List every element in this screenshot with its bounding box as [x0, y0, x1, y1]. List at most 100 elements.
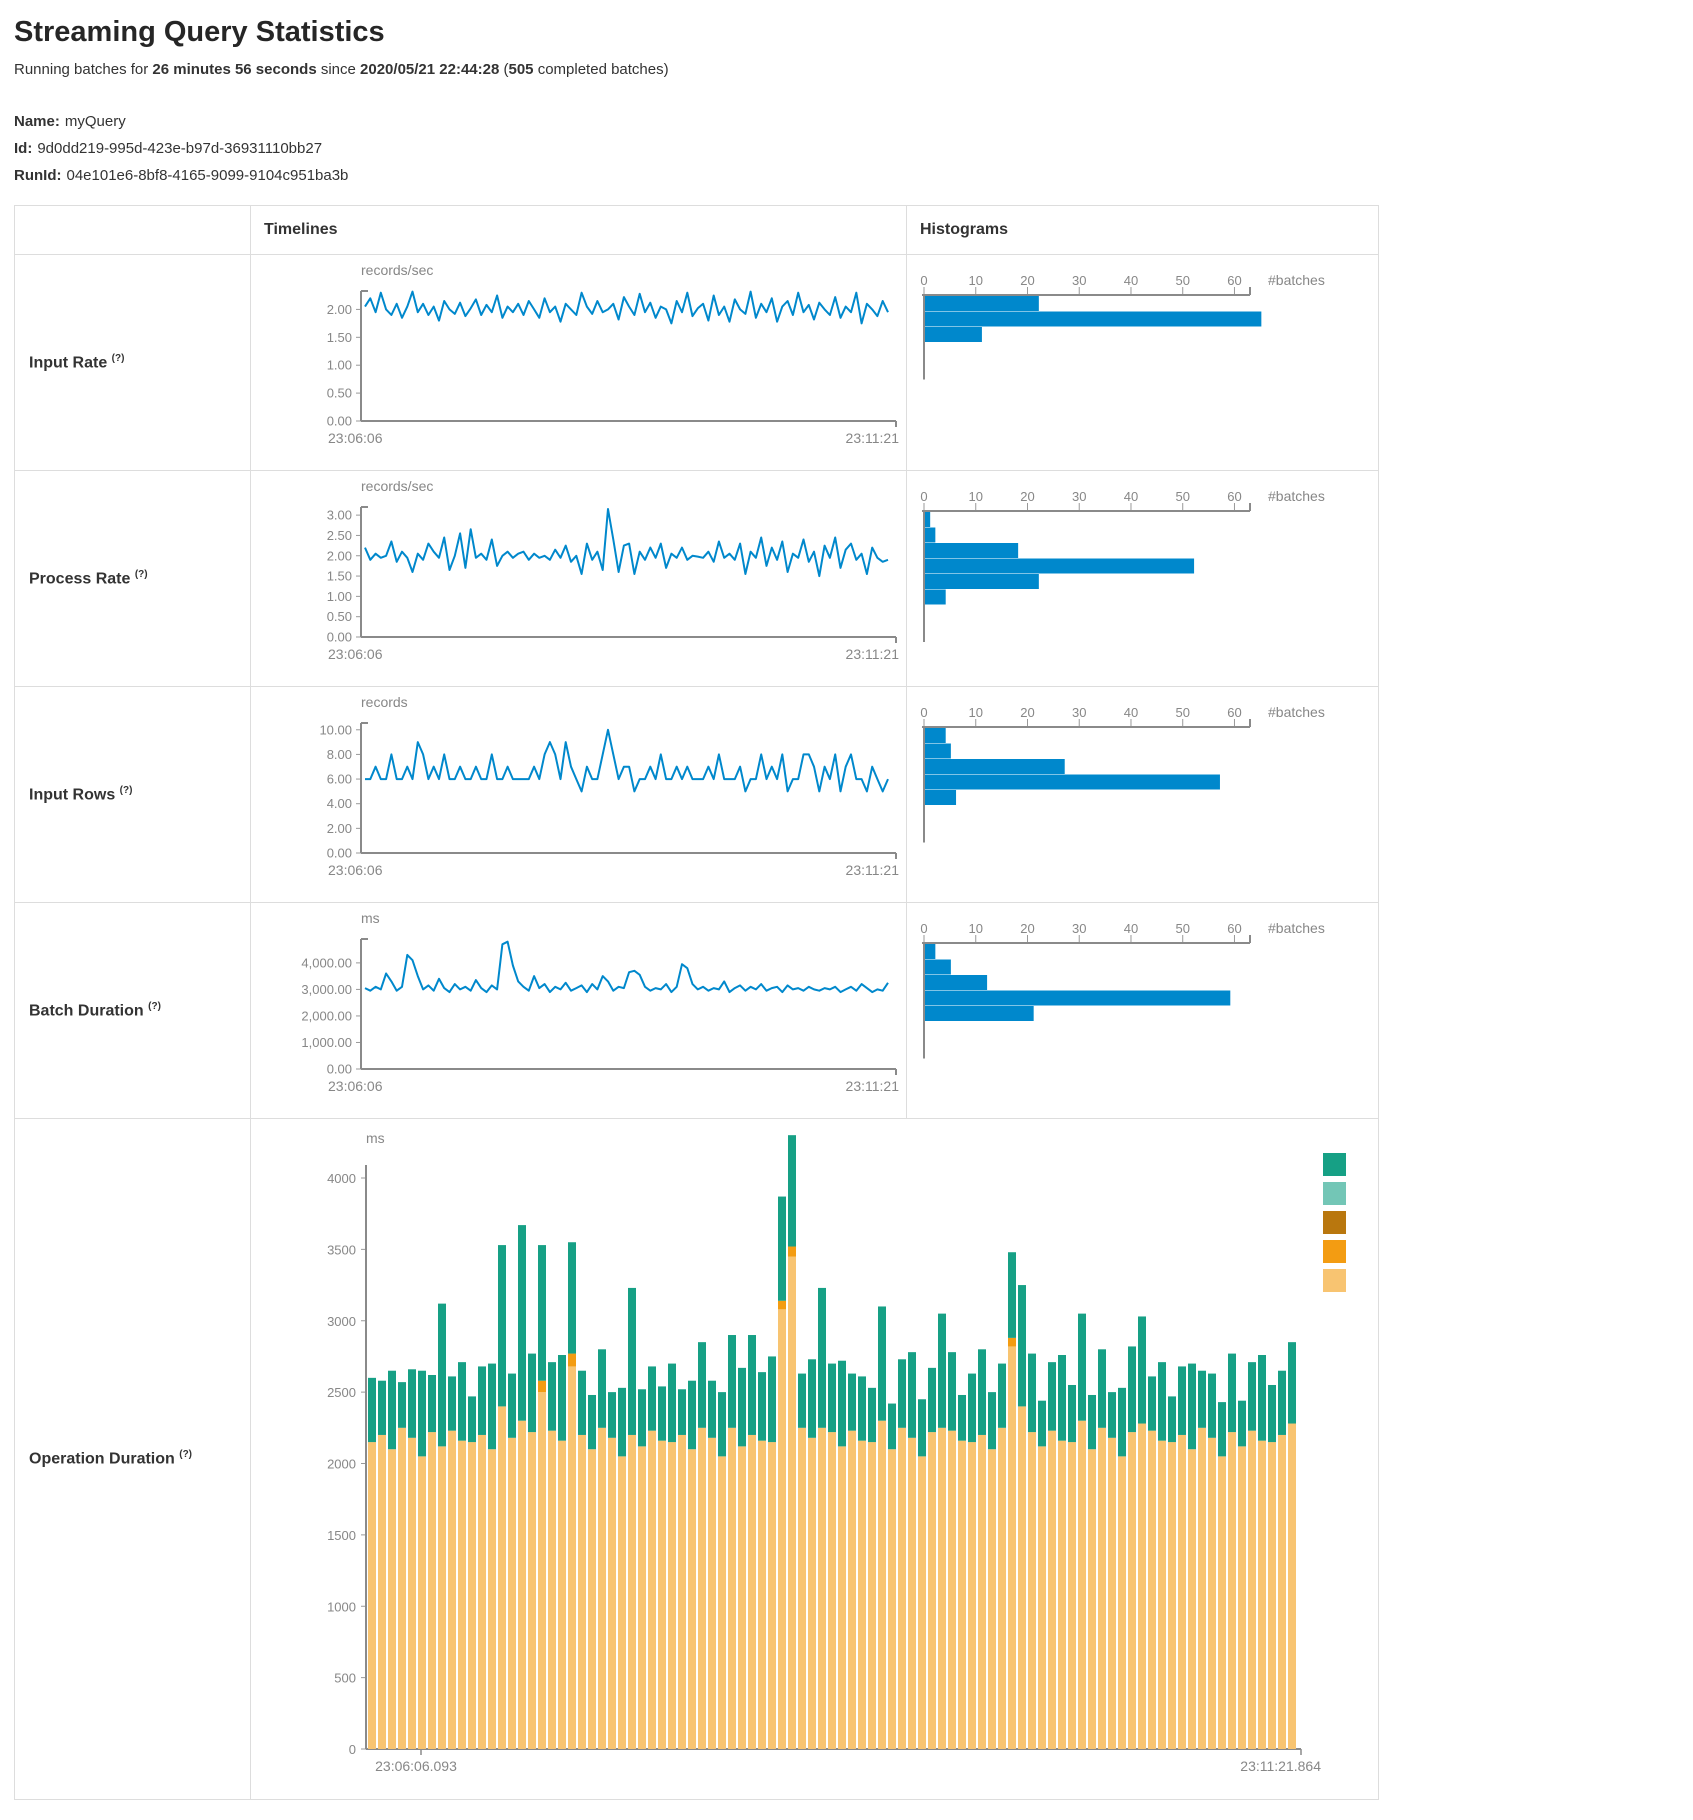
stacked-bar-segment: [878, 1306, 886, 1421]
query-name-line: Name: myQuery: [14, 108, 1693, 135]
input-rows-help-icon[interactable]: (?): [119, 784, 133, 796]
stacked-bar-segment: [908, 1352, 916, 1438]
stacked-bar-segment: [798, 1373, 806, 1428]
stacked-bar-segment: [378, 1434, 386, 1749]
input-rate-help-icon[interactable]: (?): [111, 352, 125, 364]
stacked-bar-segment: [738, 1367, 746, 1447]
stacked-bar-segment: [558, 1440, 566, 1749]
stacked-bar-segment: [538, 1245, 546, 1381]
stacked-bar-segment: [588, 1449, 596, 1749]
legend-swatch[interactable]: [1323, 1269, 1346, 1292]
process-rate-histogram-chart: 0 10 20 30 40 50 60 #batches: [920, 488, 1325, 642]
stacked-bar-segment: [568, 1366, 576, 1749]
operation-duration-help-icon[interactable]: (?): [179, 1449, 193, 1461]
header-histograms: Histograms: [906, 205, 1379, 255]
stacked-bar-segment: [528, 1432, 536, 1749]
batch-duration-histogram-chart: 0 10 20 30 40 50 60 #batches: [920, 920, 1325, 1059]
stacked-bar-segment: [918, 1399, 926, 1457]
legend-swatch[interactable]: [1323, 1211, 1346, 1234]
histogram-bar: [925, 774, 1220, 790]
stacked-bar-segment: [698, 1342, 706, 1428]
stacked-bar-segment: [998, 1363, 1006, 1428]
x-tick-label: 50: [1175, 489, 1189, 504]
stacked-bar-segment: [828, 1432, 836, 1749]
stacked-bar-segment: [378, 1380, 386, 1435]
stacked-bar-segment: [1138, 1423, 1146, 1749]
row-label-batch-duration: Batch Duration (?): [29, 1000, 161, 1020]
x-axis-end-label: 23:11:21: [846, 430, 900, 446]
x-tick-label: 20: [1020, 489, 1034, 504]
x-tick-label: 50: [1175, 273, 1189, 288]
stacked-bar-segment: [1238, 1446, 1246, 1749]
stacked-bar-segment: [1228, 1432, 1236, 1749]
stacked-bar-segment: [958, 1394, 966, 1441]
batch-duration-help-icon[interactable]: (?): [148, 1000, 161, 1012]
stacked-bar-segment: [1188, 1363, 1196, 1450]
x-tick-label: 50: [1175, 705, 1189, 720]
timeline-series-line: [364, 290, 889, 325]
stacked-bar-segment: [988, 1449, 996, 1749]
stacked-bar-segment: [418, 1370, 426, 1457]
stacked-bar-segment: [858, 1376, 866, 1441]
stacked-bar-segment: [1088, 1449, 1096, 1749]
stacked-bar-segment: [1118, 1456, 1126, 1749]
stacked-bar-segment: [578, 1434, 586, 1749]
stacked-bar-segment: [1238, 1400, 1246, 1447]
x-axis-start-label: 23:06:06: [328, 862, 383, 878]
query-name-label: Name:: [14, 113, 60, 130]
stacked-bar-segment: [1098, 1427, 1106, 1749]
stacked-bar-segment: [568, 1242, 576, 1354]
stacked-bar-segment: [448, 1376, 456, 1431]
stacked-bar-segment: [1128, 1346, 1136, 1433]
stacked-bar-segment: [638, 1389, 646, 1447]
stacked-bar-segment: [848, 1430, 856, 1749]
stacked-bar-segment: [708, 1380, 716, 1438]
x-tick-label: 30: [1072, 921, 1086, 936]
stacked-bar-segment: [958, 1440, 966, 1749]
table-row: Input Rate (?) records/sec 2.00 1.50 1.00 0.…: [14, 254, 1379, 471]
stacked-bar-segment: [738, 1446, 746, 1749]
histogram-bar: [925, 327, 982, 342]
query-runid-value: 04e101e6-8bf8-4165-9099-9104c951ba3b: [66, 167, 349, 184]
stacked-bar-segment: [858, 1440, 866, 1749]
stacked-bar-segment: [1028, 1353, 1036, 1433]
y-tick-label: 10.00: [319, 722, 352, 737]
stacked-bar-segment: [708, 1437, 716, 1749]
x-tick-label: 20: [1020, 921, 1034, 936]
stacked-bar-segment: [598, 1427, 606, 1749]
y-axis-unit-label: records/sec: [361, 478, 433, 494]
stacked-bar-segment: [808, 1359, 816, 1438]
process-rate-help-icon[interactable]: (?): [134, 568, 148, 580]
stacked-bar-segment: [1198, 1370, 1206, 1428]
histogram-bar: [925, 311, 1262, 327]
summary-paren: (: [499, 61, 509, 78]
legend-swatch[interactable]: [1323, 1240, 1346, 1263]
histogram-bar: [925, 543, 1019, 558]
y-tick-label: 8.00: [327, 747, 352, 762]
stacked-bar-segment: [418, 1456, 426, 1749]
stacked-bar-segment: [1168, 1442, 1176, 1749]
stacked-bar-segment: [1128, 1432, 1136, 1749]
legend-swatch[interactable]: [1323, 1153, 1346, 1176]
stacked-bar-segment: [688, 1449, 696, 1749]
stacked-bar-segment: [1008, 1337, 1016, 1347]
stacked-bar-segment: [1248, 1430, 1256, 1749]
stacked-bar-segment: [1108, 1437, 1116, 1749]
query-name-value: myQuery: [64, 113, 126, 130]
histogram-bar: [925, 790, 957, 805]
stacked-bar-segment: [698, 1427, 706, 1749]
stacked-bar-segment: [458, 1440, 466, 1749]
y-tick-label: 1000: [327, 1599, 356, 1614]
stacked-bar-segment: [658, 1386, 666, 1441]
stacked-bar-segment: [448, 1430, 456, 1749]
stacked-bar-segment: [388, 1370, 396, 1450]
legend-swatch[interactable]: [1323, 1182, 1346, 1205]
stacked-bar-segment: [678, 1389, 686, 1435]
histogram-bar: [925, 743, 951, 759]
y-tick-label: 2,000.00: [301, 1008, 352, 1023]
stacked-bar-segment: [1048, 1430, 1056, 1749]
running-duration: 26 minutes 56 seconds: [152, 61, 317, 78]
summary-prefix: Running batches for: [14, 61, 153, 78]
statistics-table: Timelines Histograms Input Rate (?) reco…: [14, 205, 1379, 1800]
stacked-bar-segment: [498, 1245, 506, 1407]
